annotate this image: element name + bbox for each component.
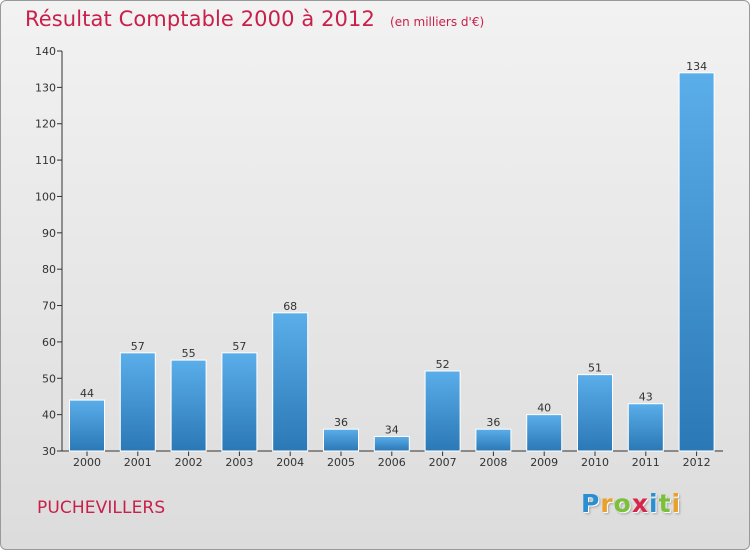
value-label-2009: 40 — [537, 402, 551, 415]
bar-2010[interactable] — [577, 374, 613, 452]
title-row: Résultat Comptable 2000 à 2012 (en milli… — [25, 7, 484, 31]
value-label-2010: 51 — [588, 362, 602, 375]
value-label-2005: 36 — [334, 416, 348, 429]
y-tick-label: 40 — [42, 409, 56, 422]
bar-2008[interactable] — [475, 428, 512, 452]
y-tick-label: 70 — [42, 300, 56, 313]
bar-2003[interactable] — [221, 352, 258, 452]
value-labels: 44 57 55 57 68 36 34 52 36 40 51 43 134 — [80, 60, 707, 437]
x-tick-label: 2003 — [225, 456, 253, 469]
logo-letter: i — [671, 489, 682, 518]
y-tick-label: 50 — [42, 372, 56, 385]
value-label-2007: 52 — [436, 358, 450, 371]
bar-2001[interactable] — [119, 352, 156, 452]
bar-2002[interactable] — [170, 359, 207, 452]
y-tick-label: 120 — [35, 118, 56, 131]
value-label-2008: 36 — [486, 416, 500, 429]
logo-letter: P — [581, 489, 601, 518]
bar-2004[interactable] — [272, 312, 309, 452]
value-label-2001: 57 — [131, 340, 145, 353]
y-tick-label: 100 — [35, 190, 56, 203]
logo-letter: t — [658, 489, 672, 518]
logo-letter: o — [613, 489, 632, 518]
bar-2007[interactable] — [424, 370, 461, 452]
x-tick-label: 2010 — [581, 456, 609, 469]
unit-note: (en milliers d'€) — [390, 15, 485, 29]
value-label-2000: 44 — [80, 387, 94, 400]
value-label-2002: 55 — [182, 347, 196, 360]
x-tick-label: 2006 — [378, 456, 406, 469]
logo-letter: r — [600, 489, 614, 518]
bar-2000[interactable] — [69, 399, 105, 452]
y-tick-label: 130 — [35, 81, 56, 94]
value-label-2012: 134 — [686, 60, 707, 73]
x-tick-label: 2007 — [429, 456, 457, 469]
x-tick-label: 2004 — [276, 456, 304, 469]
value-label-2006: 34 — [385, 423, 399, 436]
y-tick-label: 60 — [42, 336, 56, 349]
x-tick-label: 2009 — [530, 456, 558, 469]
x-tick-label: 2000 — [73, 456, 101, 469]
bar-2009[interactable] — [526, 414, 563, 452]
bar-2011[interactable] — [627, 403, 664, 452]
bar-2006[interactable] — [373, 435, 410, 452]
x-axis: 2000 2001 2002 2003 2004 2005 2006 2007 2008 2009… — [62, 450, 723, 469]
logo-letter: x — [631, 489, 649, 518]
x-tick-label: 2001 — [124, 456, 152, 469]
value-label-2004: 68 — [283, 300, 297, 313]
y-axis: 30 40 50 60 70 80 90 100 110 120 130 140 — [35, 45, 63, 458]
logo-letter: i — [649, 489, 659, 518]
chart-title: Résultat Comptable 2000 à 2012 — [25, 7, 375, 31]
y-tick-label: 80 — [42, 263, 56, 276]
y-tick-label: 140 — [35, 45, 56, 58]
x-tick-label: 2002 — [175, 456, 203, 469]
bars — [69, 72, 715, 452]
y-tick-label: 110 — [35, 154, 56, 167]
x-tick-label: 2012 — [683, 456, 711, 469]
proxiti-logo[interactable]: Proxiti — [581, 489, 681, 518]
x-tick-label: 2005 — [327, 456, 355, 469]
value-label-2011: 43 — [639, 391, 653, 404]
y-tick-label: 30 — [42, 445, 56, 458]
x-tick-label: 2011 — [632, 456, 660, 469]
x-tick-label: 2008 — [479, 456, 507, 469]
y-tick-label: 90 — [42, 227, 56, 240]
value-label-2003: 57 — [232, 340, 246, 353]
commune-name: PUCHEVILLERS — [37, 498, 166, 518]
bar-2005[interactable] — [323, 428, 359, 452]
bar-2012[interactable] — [678, 72, 715, 452]
